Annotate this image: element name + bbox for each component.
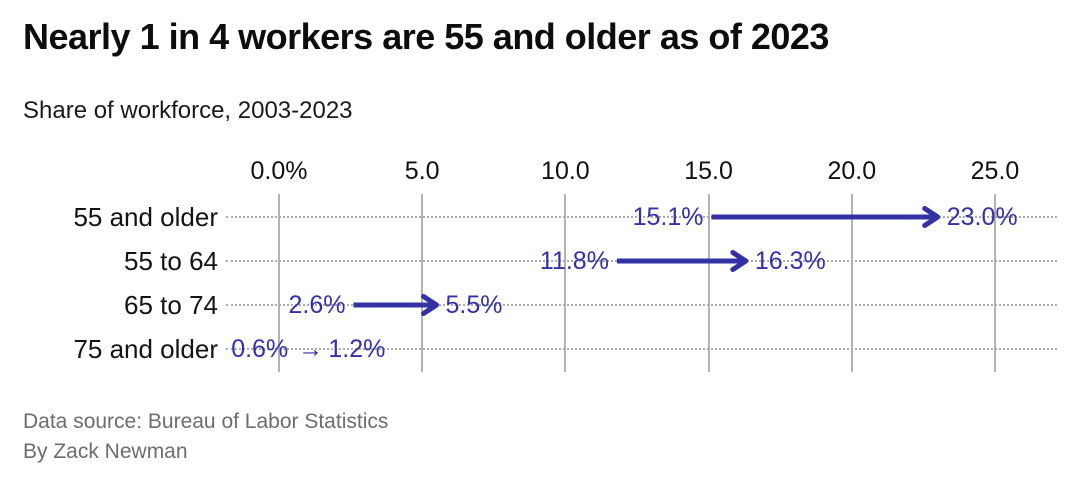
arrow-head (421, 294, 440, 316)
compact-arrow-icon: → (298, 335, 324, 363)
x-gridline (421, 194, 424, 372)
category-label: 75 and older (73, 334, 218, 364)
x-tick-label: 0.0% (250, 157, 308, 185)
end-value-label: 23.0% (946, 203, 1018, 231)
arrow-head (922, 206, 941, 228)
leader-dotted-line (226, 304, 1057, 306)
byline: By Zack Newman (23, 440, 188, 463)
leader-dotted-line (226, 348, 1057, 350)
start-value-label: 15.1% (632, 203, 704, 231)
x-tick-label: 10.0 (541, 157, 590, 185)
x-tick-label: 15.0 (684, 157, 733, 185)
x-tick-label: 25.0 (970, 157, 1020, 185)
start-value-label: 2.6% (288, 291, 346, 319)
leader-dotted-line (226, 216, 1057, 218)
start-value-label: 11.8% (539, 247, 609, 275)
x-gridline (564, 194, 567, 372)
x-gridline (850, 194, 853, 372)
x-gridline (707, 194, 710, 372)
x-gridline (994, 194, 996, 372)
data-source-note: Data source: Bureau of Labor Statistics (23, 410, 389, 433)
start-value-label: 0.6% (231, 335, 289, 363)
arrow-head (730, 250, 749, 272)
end-value-label: 1.2% (328, 335, 386, 363)
category-label: 55 to 64 (124, 246, 218, 276)
end-value-label: 5.5% (445, 291, 503, 319)
category-label: 65 to 74 (124, 290, 218, 320)
x-tick-label: 5.0 (404, 157, 440, 185)
x-tick-label: 20.0 (827, 157, 877, 185)
category-label: 55 and older (73, 202, 218, 232)
x-gridline (278, 194, 280, 372)
chart-subtitle: Share of workforce, 2003-2023 (23, 97, 353, 124)
chart-title: Nearly 1 in 4 workers are 55 and older a… (23, 16, 829, 57)
end-value-label: 16.3% (754, 247, 826, 275)
